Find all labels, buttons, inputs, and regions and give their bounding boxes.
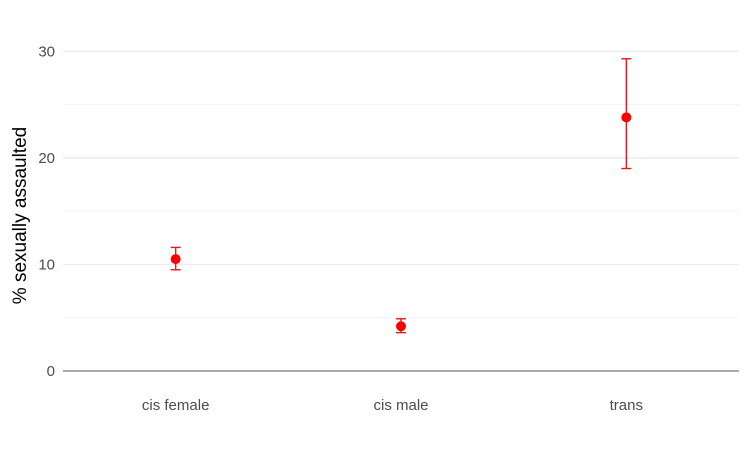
- data-marks: [170, 58, 632, 334]
- grid-layer: [63, 50, 739, 319]
- y-tick-label: 20: [38, 150, 55, 167]
- x-tick-label: cis female: [142, 397, 210, 414]
- y-axis-title: % sexually assaulted: [10, 127, 31, 304]
- x-tick-labels: cis female cis male trans: [142, 397, 643, 414]
- y-tick-labels: 0 10 20 30: [38, 43, 55, 380]
- data-point: [170, 254, 181, 265]
- y-tick-label: 0: [47, 363, 55, 380]
- data-point: [621, 112, 632, 123]
- data-point: [396, 321, 406, 332]
- y-tick-label: 10: [38, 256, 55, 273]
- x-tick-label: trans: [610, 397, 643, 414]
- x-tick-label: cis male: [373, 397, 428, 414]
- y-tick-label: 30: [38, 43, 55, 60]
